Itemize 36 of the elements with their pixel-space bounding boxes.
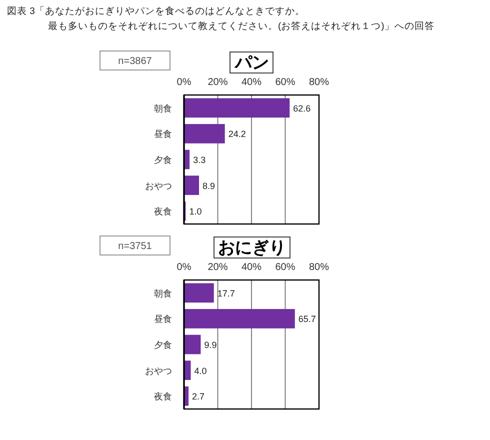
data-label: 17.7 (217, 288, 235, 298)
text: 最も多いものをそれぞれについて教えてください。(お答えはそれぞれ１つ)」への回答 (48, 20, 434, 32)
y-tick-label: おやつ (145, 366, 172, 376)
data-label: 65.7 (298, 314, 316, 324)
data-label: 62.6 (293, 103, 311, 114)
x-tick-label: 60% (275, 262, 296, 273)
chart-title: パン (234, 53, 269, 72)
x-tick-label: 80% (308, 262, 330, 273)
y-tick-label: 夕食 (154, 155, 172, 165)
x-tick-label: 0% (176, 262, 192, 273)
data-label: 8.9 (202, 180, 216, 191)
x-tick-label: 20% (208, 262, 228, 273)
chart-title: おにぎり (218, 238, 286, 257)
x-tick-label: 60% (275, 77, 296, 88)
y-tick-label: おやつ (145, 180, 172, 191)
data-label: 2.7 (192, 392, 205, 402)
text: 図表 3「あなたがおにぎりやパンを食べるのはどんなときですか。 (7, 5, 305, 17)
data-label: 1.0 (189, 206, 202, 217)
x-tick-label: 20% (208, 77, 228, 88)
text: n=3867 (118, 56, 152, 67)
data-label: 9.9 (204, 340, 217, 350)
y-tick-label: 夜食 (154, 206, 172, 217)
data-label: 24.2 (228, 129, 246, 140)
x-tick-label: 0% (176, 77, 192, 88)
y-tick-label: 朝食 (154, 103, 172, 114)
y-tick-label: 朝食 (154, 288, 172, 298)
text: n=3751 (118, 241, 152, 252)
y-tick-label: 夜食 (154, 392, 172, 402)
data-label: 4.0 (194, 366, 207, 376)
x-tick-label: 40% (241, 262, 262, 273)
y-tick-label: 昼食 (154, 129, 172, 140)
y-tick-label: 昼食 (154, 314, 172, 324)
y-tick-label: 夕食 (154, 340, 172, 350)
x-tick-label: 40% (241, 77, 262, 88)
x-tick-label: 80% (308, 77, 330, 88)
data-label: 3.3 (193, 155, 206, 165)
